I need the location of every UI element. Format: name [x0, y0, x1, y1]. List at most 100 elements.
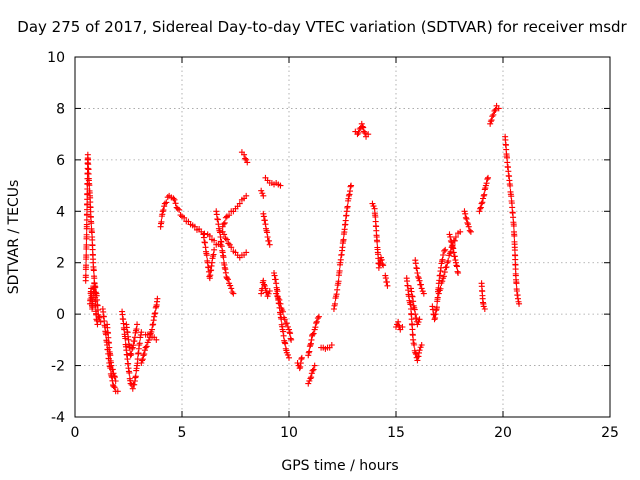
data-point — [484, 176, 491, 183]
data-point — [298, 354, 305, 361]
data-point — [108, 362, 115, 369]
data-point — [344, 203, 351, 210]
axis-ticks: 0 5 10 15 20 25 -4 -2 0 2 4 6 8 10 — [47, 50, 619, 441]
data-point — [416, 347, 423, 354]
data-point — [466, 227, 473, 234]
data-point — [287, 330, 294, 337]
data-point — [191, 223, 198, 230]
data-point — [111, 384, 118, 391]
data-point — [145, 337, 152, 344]
data-point — [228, 244, 235, 251]
y-tick-label: 4 — [56, 204, 65, 220]
data-point — [495, 105, 502, 112]
data-point — [283, 320, 290, 327]
data-point — [360, 124, 367, 131]
data-point — [109, 366, 116, 373]
data-point — [465, 223, 472, 230]
data-point — [153, 336, 160, 343]
data-point — [441, 247, 448, 254]
data-point — [243, 249, 250, 256]
data-point — [142, 344, 149, 351]
data-point — [172, 200, 179, 207]
y-tick-label: 0 — [56, 307, 65, 323]
data-point — [90, 267, 97, 274]
data-point — [310, 366, 317, 373]
data-point — [440, 252, 447, 258]
data-point — [340, 236, 347, 243]
data-point — [128, 351, 135, 358]
data-point — [365, 131, 372, 138]
data-point — [328, 342, 335, 348]
data-point — [483, 180, 490, 187]
data-point — [435, 290, 442, 297]
data-point — [384, 282, 391, 289]
data-point — [230, 290, 237, 297]
data-point — [348, 182, 355, 189]
data-point — [480, 195, 487, 202]
y-tick-label: 6 — [56, 153, 65, 169]
data-point — [312, 324, 319, 331]
data-point — [281, 316, 288, 323]
data-point — [143, 343, 150, 350]
data-point — [284, 323, 291, 330]
data-point — [277, 300, 284, 307]
data-point — [416, 277, 423, 284]
grid-lines — [75, 57, 610, 417]
data-point — [286, 354, 292, 361]
data-point — [243, 192, 250, 199]
data-point — [507, 182, 514, 189]
y-tick-label: -2 — [51, 359, 65, 375]
data-point — [227, 282, 234, 289]
data-point — [379, 261, 386, 268]
data-point — [479, 199, 486, 206]
data-point — [96, 314, 103, 321]
data-point — [414, 270, 421, 276]
data-point — [457, 228, 464, 235]
data-point — [111, 374, 118, 381]
data-point — [374, 238, 381, 245]
data-point — [225, 240, 232, 247]
data-point — [415, 273, 422, 280]
data-point — [440, 273, 447, 280]
data-point — [477, 205, 484, 212]
data-point — [242, 155, 249, 162]
data-point — [236, 200, 243, 207]
data-point — [107, 352, 114, 359]
data-point — [241, 151, 248, 158]
data-point — [439, 278, 446, 285]
data-point — [139, 357, 146, 364]
data-point — [492, 106, 499, 113]
data-point — [441, 269, 448, 276]
data-point — [110, 383, 117, 390]
data-point — [243, 156, 250, 163]
data-point — [378, 256, 385, 263]
data-point — [485, 174, 492, 181]
data-point — [306, 348, 313, 355]
data-point — [83, 241, 90, 248]
data-point — [131, 381, 138, 388]
data-point — [134, 321, 141, 328]
data-point — [159, 208, 166, 215]
data-point — [110, 370, 117, 377]
data-point — [487, 120, 494, 127]
data-point — [280, 308, 287, 315]
data-point — [491, 108, 498, 114]
data-point — [462, 214, 469, 221]
data-point — [452, 234, 459, 240]
data-point — [434, 294, 441, 301]
data-point — [307, 375, 314, 382]
data-point — [260, 192, 267, 199]
data-point — [265, 290, 272, 297]
data-point — [266, 237, 273, 244]
data-point — [161, 200, 168, 207]
data-point — [447, 248, 454, 255]
data-point — [361, 129, 368, 136]
data-point — [478, 200, 485, 207]
data-point — [411, 341, 418, 348]
data-point — [220, 221, 227, 228]
data-point — [314, 315, 321, 322]
data-point — [264, 234, 271, 240]
data-point — [358, 120, 365, 127]
data-point — [266, 288, 273, 294]
data-point — [226, 212, 233, 219]
